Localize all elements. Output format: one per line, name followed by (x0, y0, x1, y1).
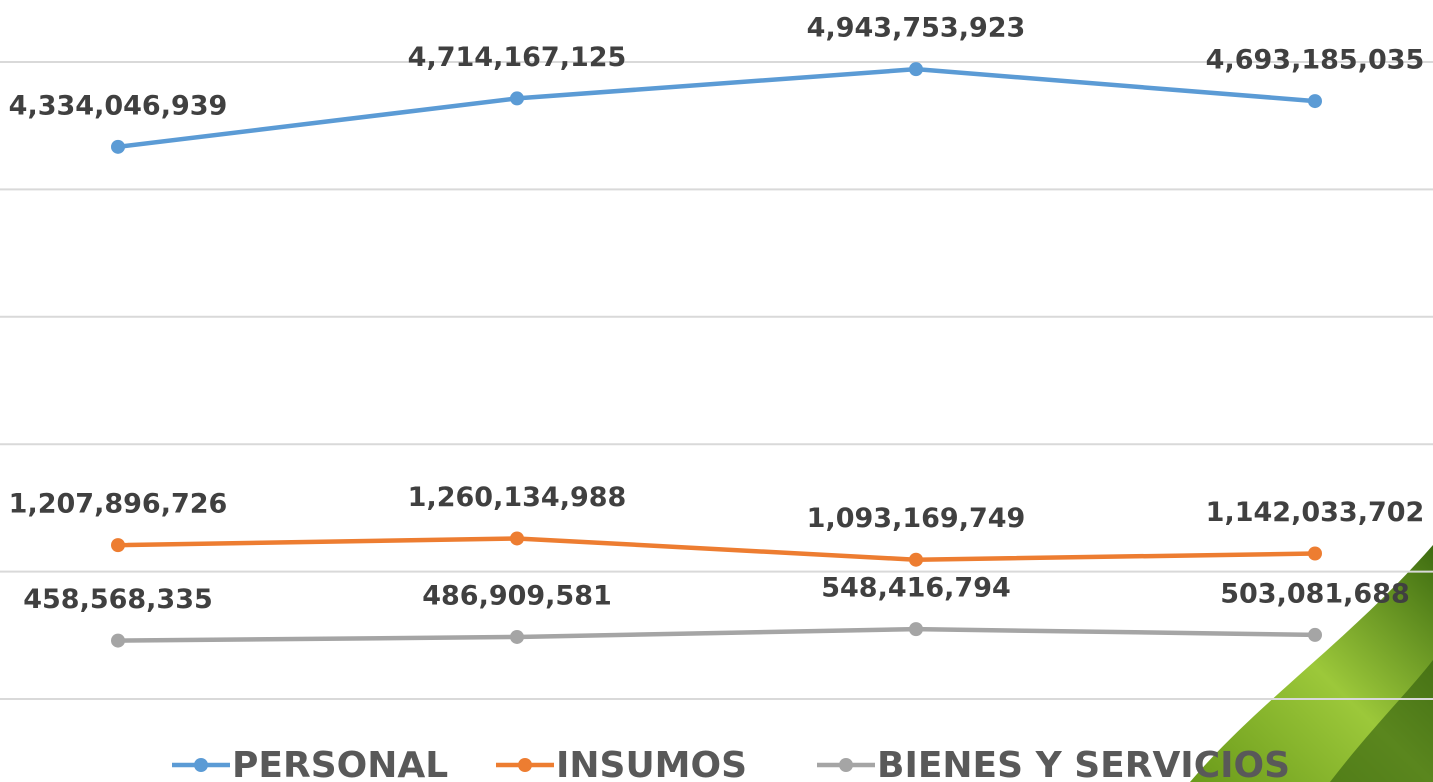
data-label: 4,714,167,125 (408, 42, 627, 73)
legend-label: PERSONAL (232, 745, 448, 782)
data-label: 1,142,033,702 (1206, 497, 1425, 528)
data-label: 1,207,896,726 (9, 489, 228, 520)
legend-marker (194, 758, 208, 772)
data-point (510, 91, 524, 106)
data-point (510, 531, 524, 546)
data-point (909, 552, 923, 567)
legend: PERSONAL INSUMOS BIENES Y SERVICIOS (172, 745, 1290, 782)
plot: 4,334,046,939 4,714,167,125 4,943,753,923 4… (9, 13, 1425, 648)
grid (0, 61, 1433, 700)
data-point (111, 633, 125, 648)
data-point (1308, 546, 1322, 561)
legend-label: BIENES Y SERVICIOS (877, 745, 1290, 782)
data-point (1308, 94, 1322, 109)
data-point (909, 62, 923, 77)
legend-marker (518, 758, 532, 772)
data-label: 4,943,753,923 (807, 13, 1026, 44)
data-label: 486,909,581 (422, 580, 612, 611)
data-point (510, 629, 524, 644)
series-line (117, 626, 1316, 643)
series-line (117, 66, 1316, 150)
legend-item: INSUMOS (496, 745, 747, 782)
legend-item: BIENES Y SERVICIOS (817, 745, 1290, 782)
series-line (117, 536, 1316, 562)
legend-marker (839, 758, 853, 772)
data-point (1308, 627, 1322, 642)
data-label: 1,093,169,749 (807, 503, 1026, 534)
data-label: 458,568,335 (23, 584, 213, 615)
data-label: 1,260,134,988 (408, 482, 627, 513)
data-point (909, 622, 923, 637)
data-label: 4,693,185,035 (1206, 45, 1425, 76)
decor-leaf-dark (1330, 660, 1433, 782)
data-point (111, 139, 125, 154)
data-point (111, 538, 125, 553)
legend-label: INSUMOS (556, 745, 747, 782)
data-label: 4,334,046,939 (9, 90, 228, 121)
data-label: 503,081,688 (1220, 578, 1410, 609)
data-label: 548,416,794 (821, 573, 1011, 604)
legend-item: PERSONAL (172, 745, 448, 782)
decor-leaf (1190, 545, 1433, 782)
